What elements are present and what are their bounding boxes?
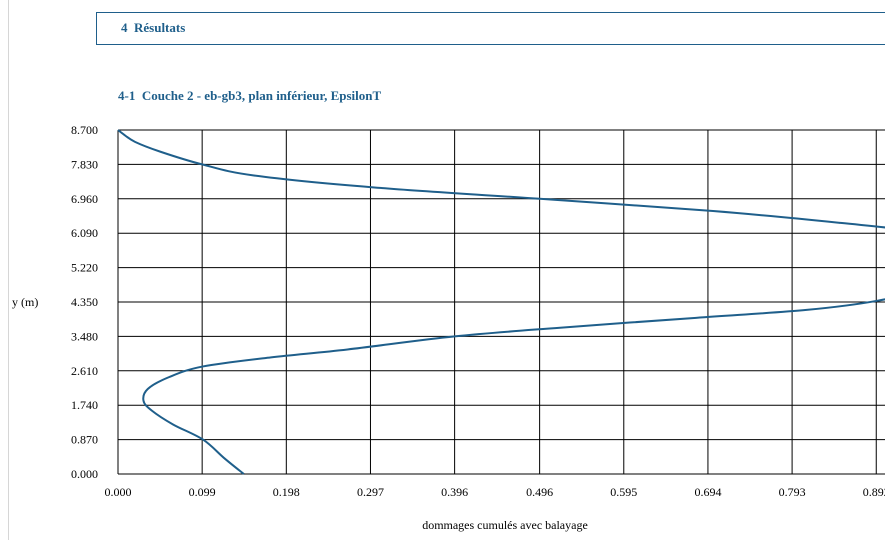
y-tick-label: 3.480: [71, 329, 98, 343]
section-title: 4 Résultats: [121, 20, 185, 36]
y-tick-label: 2.610: [71, 364, 98, 378]
section-header-box: [96, 12, 885, 45]
y-axis-title: y (m): [12, 295, 38, 309]
series-line: [117, 129, 885, 475]
y-tick-label: 5.220: [71, 261, 98, 275]
x-tick-label: 0.694: [694, 485, 721, 499]
x-tick-label: 0.198: [273, 485, 300, 499]
y-tick-label: 1.740: [71, 398, 98, 412]
x-tick-label: 0.892: [863, 485, 885, 499]
x-tick-label: 0.793: [779, 485, 806, 499]
x-tick-label: 0.496: [526, 485, 553, 499]
y-tick-label: 8.700: [71, 123, 98, 137]
y-tick-label: 7.830: [71, 157, 98, 171]
x-tick-label: 0.297: [357, 485, 384, 499]
y-tick-label: 0.870: [71, 433, 98, 447]
chart-title: 4-1 Couche 2 - eb-gb3, plan inférieur, E…: [118, 88, 381, 104]
section-number: 4: [121, 20, 128, 35]
x-tick-label: 0.396: [441, 485, 468, 499]
x-tick-label: 0.000: [105, 485, 132, 499]
y-tick-label: 0.000: [71, 467, 98, 481]
y-tick-label: 6.090: [71, 226, 98, 240]
y-tick-label: 6.960: [71, 192, 98, 206]
subsection-title-text: Couche 2 - eb-gb3, plan inférieur, Epsil…: [141, 88, 382, 103]
y-tick-label: 4.350: [71, 295, 98, 309]
x-tick-label: 0.595: [610, 485, 637, 499]
subsection-number: 4-1: [118, 88, 136, 103]
page-edge: [8, 0, 9, 540]
x-axis-title: dommages cumulés avec balayage: [422, 518, 588, 532]
section-title-text: Résultats: [134, 20, 186, 35]
x-tick-label: 0.099: [189, 485, 216, 499]
